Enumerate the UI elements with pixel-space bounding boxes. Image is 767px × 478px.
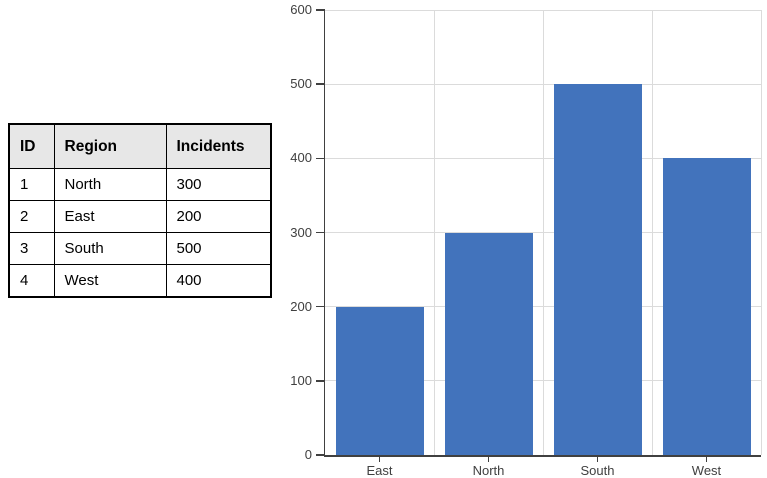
table-cell: 300 xyxy=(165,168,272,201)
y-axis-label: 100 xyxy=(290,372,312,388)
x-axis-tick xyxy=(596,456,599,462)
table-cell: 500 xyxy=(165,232,272,265)
y-axis-tick xyxy=(316,454,325,456)
table-cell: West xyxy=(53,264,167,298)
y-axis-label: 200 xyxy=(290,298,312,314)
table-cell: 1 xyxy=(8,168,55,201)
y-axis-tick xyxy=(316,231,325,234)
table-header-row: ID Region Incidents xyxy=(8,123,272,169)
bar xyxy=(335,306,424,455)
y-axis-tick xyxy=(316,83,325,85)
table-header: ID Region Incidents xyxy=(8,123,272,169)
y-axis-label: 0 xyxy=(304,447,312,462)
x-axis-line xyxy=(323,455,761,457)
y-axis-label: 400 xyxy=(290,150,312,166)
bar xyxy=(444,232,533,455)
header-cell: Incidents xyxy=(165,123,272,169)
y-axis-tick xyxy=(316,380,325,382)
table-cell: South xyxy=(53,232,167,265)
table-cell: 400 xyxy=(165,264,272,298)
v-gridline xyxy=(760,10,762,455)
v-gridline xyxy=(433,10,435,455)
table-row: 3 South 500 xyxy=(8,232,272,265)
bar xyxy=(553,84,642,455)
x-axis-label: East xyxy=(366,463,393,478)
table-cell: 3 xyxy=(8,232,55,265)
table-cell: East xyxy=(53,200,167,233)
table-cell: 2 xyxy=(8,200,55,233)
incidents-table: ID Region Incidents 1 North 300 2 East 200 3 Sout… xyxy=(8,123,272,298)
x-axis-label: North xyxy=(472,463,505,478)
x-axis-label: South xyxy=(580,463,615,478)
table-row: 4 West 400 xyxy=(8,264,272,298)
table-cell: 4 xyxy=(8,264,55,298)
y-axis-line xyxy=(323,10,325,457)
y-axis-tick xyxy=(316,305,325,308)
y-axis-tick xyxy=(316,157,325,160)
v-gridline xyxy=(542,10,544,455)
y-axis-label: 600 xyxy=(290,2,312,17)
v-gridline xyxy=(651,10,653,455)
y-axis-tick xyxy=(316,9,325,11)
x-axis-label: West xyxy=(691,463,722,478)
x-axis-tick xyxy=(378,456,381,462)
y-axis-label: 500 xyxy=(290,76,312,92)
x-axis-tick xyxy=(705,456,708,462)
table-body: 1 North 300 2 East 200 3 South 500 4 West 400 xyxy=(8,168,272,298)
bar xyxy=(662,158,751,455)
x-axis-tick xyxy=(487,456,490,462)
table-cell: North xyxy=(53,168,167,201)
table-row: 1 North 300 xyxy=(8,168,272,201)
y-axis-label: 300 xyxy=(290,224,312,240)
